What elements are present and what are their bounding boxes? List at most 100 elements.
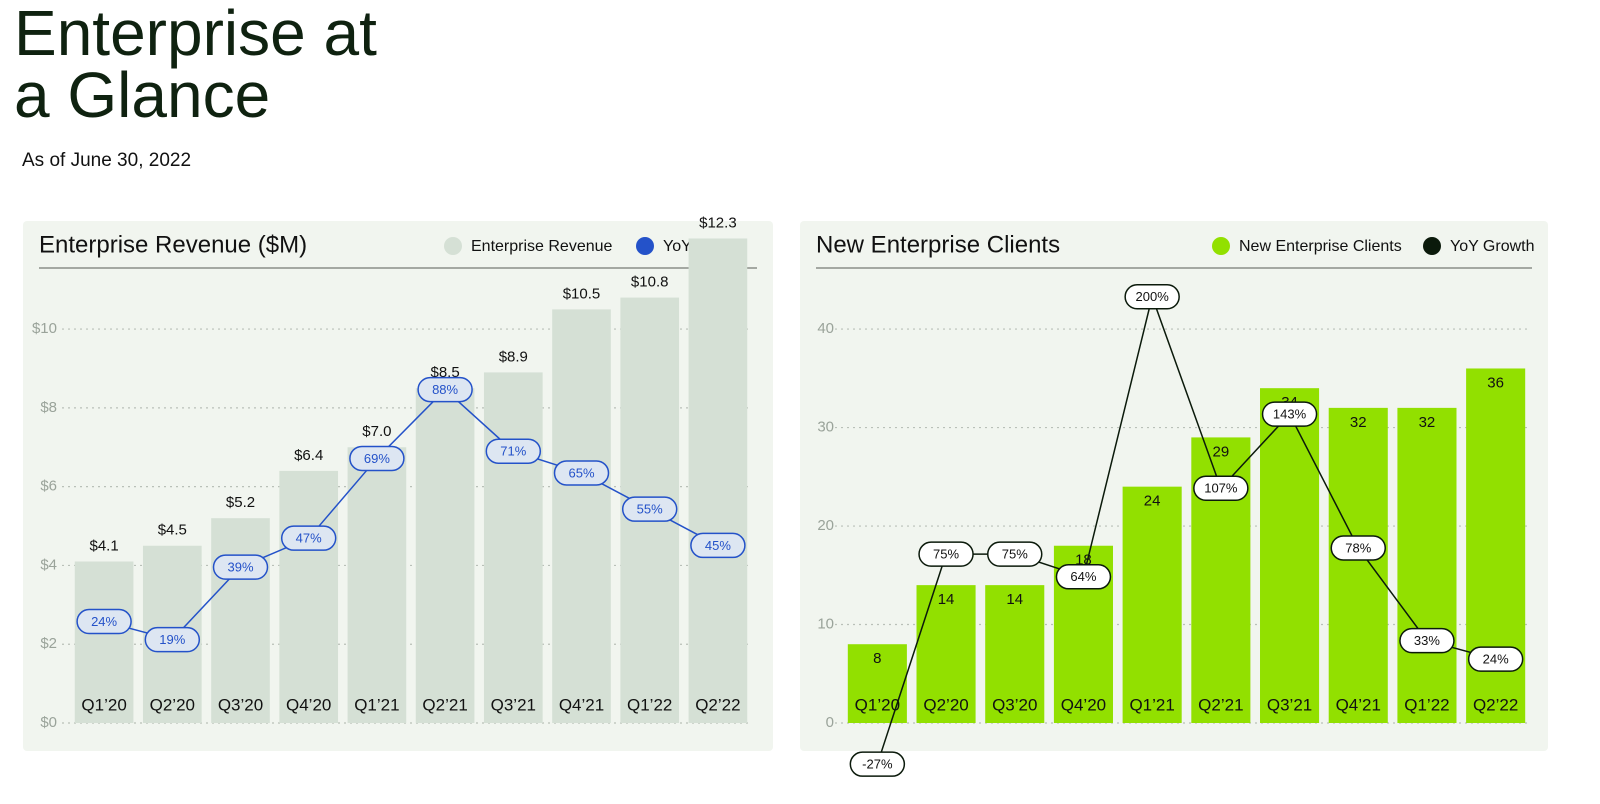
growth-label: 24% (91, 614, 117, 629)
bar (74, 561, 134, 723)
bar (347, 447, 407, 723)
bar (847, 644, 907, 723)
bar-value-label: $4.1 (89, 537, 118, 554)
growth-label: 55% (637, 502, 663, 517)
growth-label: -27% (862, 757, 893, 772)
growth-pill (621, 496, 678, 522)
growth-label: 19% (159, 632, 185, 647)
x-tick-label: Q2’22 (695, 695, 740, 714)
x-tick-label: Q1’22 (627, 695, 672, 714)
bar (688, 238, 748, 724)
growth-label: 75% (1002, 547, 1028, 562)
bar (916, 585, 976, 723)
x-tick-label: Q4’20 (286, 695, 331, 714)
x-tick-label: Q1’20 (855, 695, 900, 714)
x-tick-label: Q4’20 (1061, 695, 1106, 714)
growth-pill (1124, 284, 1180, 310)
legend-swatch (444, 237, 462, 255)
bar-value-label: 29 (1213, 443, 1230, 460)
y-tick-label: $10 (32, 320, 57, 337)
growth-label: 64% (1070, 569, 1096, 584)
bar-value-label: 8 (873, 650, 881, 667)
growth-label: 71% (500, 444, 526, 459)
growth-pill (1399, 627, 1455, 654)
growth-pill (1055, 564, 1112, 590)
growth-pill (987, 541, 1043, 567)
growth-pill (1467, 646, 1524, 672)
bar-value-label: $12.3 (699, 214, 737, 231)
bar-value-label: $5.2 (226, 494, 255, 511)
bar-value-label: $10.5 (563, 285, 601, 302)
growth-label: 69% (364, 451, 390, 466)
x-tick-label: Q3’20 (992, 695, 1037, 714)
chart-title: New Enterprise Clients (816, 231, 1060, 258)
bar-value-label: $6.4 (294, 447, 323, 464)
bar (483, 372, 543, 723)
growth-pill (212, 554, 269, 580)
x-tick-label: Q4’21 (1336, 695, 1381, 714)
growth-label: 78% (1345, 540, 1371, 555)
growth-label: 143% (1273, 407, 1307, 422)
legend-label: Enterprise Revenue (471, 238, 613, 255)
legend-label: New Enterprise Clients (1239, 238, 1402, 255)
y-tick-label: $0 (40, 714, 57, 731)
y-tick-label: $6 (40, 478, 57, 495)
x-tick-label: Q4’21 (559, 695, 604, 714)
growth-label: 24% (1483, 652, 1509, 667)
growth-pill (918, 541, 974, 567)
growth-label: 45% (705, 538, 731, 553)
bar-value-label: $7.0 (362, 423, 391, 440)
growth-label: 88% (432, 382, 458, 397)
bar (415, 388, 475, 723)
y-tick-label: $8 (40, 399, 57, 416)
x-tick-label: Q1’22 (1404, 695, 1449, 714)
legend-swatch (1212, 237, 1230, 255)
y-tick-label: $2 (40, 635, 57, 652)
page-title: Enterprise at a Glance (14, 0, 377, 131)
bar-value-label: 14 (1006, 591, 1023, 608)
bar-value-label: $10.8 (631, 274, 669, 291)
growth-pill (690, 532, 746, 559)
growth-label: 75% (933, 547, 959, 562)
growth-pill (76, 608, 132, 635)
bar-value-label: $4.5 (158, 522, 187, 539)
x-tick-label: Q1’21 (354, 695, 399, 714)
bar-value-label: 14 (938, 591, 955, 608)
y-tick-label: 30 (817, 419, 834, 436)
bar-value-label: $8.9 (499, 348, 528, 365)
growth-pill (349, 445, 405, 472)
y-tick-label: 20 (817, 517, 834, 534)
growth-label: 47% (296, 531, 322, 546)
growth-label: 107% (1204, 481, 1238, 496)
bar (1328, 407, 1388, 723)
x-tick-label: Q3’21 (1267, 695, 1312, 714)
bar (985, 585, 1045, 723)
bar-value-label: 24 (1144, 493, 1161, 510)
x-tick-label: Q1’20 (81, 695, 126, 714)
bar-value-label: 36 (1487, 374, 1504, 391)
bar (552, 309, 611, 723)
growth-label: 39% (227, 560, 253, 575)
bar (1260, 388, 1320, 723)
x-tick-label: Q2’20 (923, 695, 968, 714)
bar (1397, 407, 1457, 723)
page-subtitle: As of June 30, 2022 (22, 150, 192, 171)
legend-swatch (1423, 237, 1441, 255)
growth-label: 200% (1136, 289, 1170, 304)
growth-pill (485, 438, 542, 464)
y-tick-label: 10 (817, 615, 834, 632)
growth-line (876, 294, 1496, 765)
growth-pill (849, 751, 906, 777)
x-tick-label: Q3’20 (218, 695, 263, 714)
growth-label: 65% (568, 465, 594, 480)
legend-swatch (636, 237, 654, 255)
growth-pill (417, 376, 473, 403)
growth-line (103, 388, 719, 641)
bar (211, 518, 270, 723)
growth-pill (1193, 475, 1249, 502)
chart-title: Enterprise Revenue ($M) (39, 231, 307, 258)
growth-pill (553, 460, 610, 486)
growth-pill (280, 525, 337, 551)
x-tick-label: Q2’21 (1198, 695, 1243, 714)
